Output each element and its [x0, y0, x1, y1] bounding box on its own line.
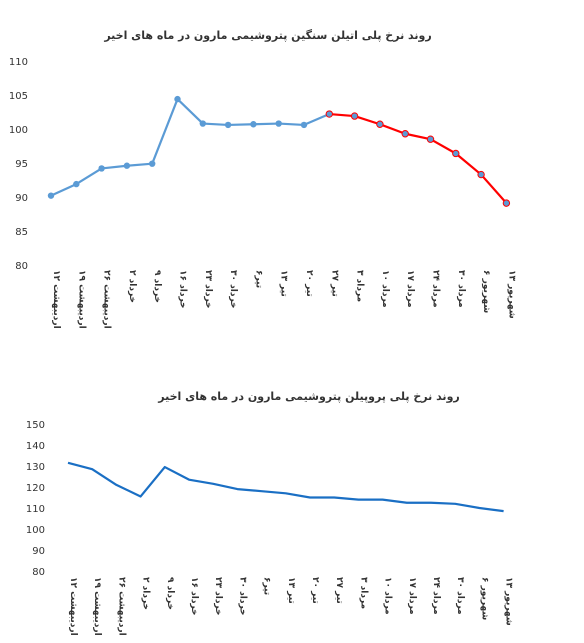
data-point — [199, 120, 206, 127]
x-tick-label: ۲۰ تیر — [310, 577, 320, 604]
data-point — [47, 192, 55, 199]
data-point — [174, 95, 181, 103]
y-tick-label: 100 — [9, 125, 28, 136]
series-line — [50, 97, 330, 197]
data-point — [325, 110, 333, 118]
data-point — [224, 121, 232, 129]
y-tick-label: 90 — [32, 546, 45, 557]
data-point — [275, 120, 282, 127]
x-tick-label: ۱۳ شهریور — [504, 577, 514, 626]
data-point — [477, 170, 485, 179]
x-tick-label: ۱۶ خرداد — [189, 577, 199, 616]
data-point — [401, 130, 409, 138]
x-tick-label: ۶تیر — [262, 577, 272, 595]
data-point — [300, 121, 308, 129]
series-line-highlight — [329, 112, 508, 204]
x-tick-label: ۱۳ تیر — [279, 270, 289, 297]
x-tick-label: ۲۶ اردیبهشت — [116, 577, 126, 636]
x-tick-label: ۱۷ مرداد — [407, 577, 417, 615]
y-tick-label: 100 — [26, 525, 45, 536]
x-tick-label: ۳۰ خرداد — [228, 270, 238, 309]
data-point — [250, 121, 257, 128]
x-tick-label: ۱۹ اردیبهشت — [76, 270, 86, 329]
data-point — [426, 135, 435, 143]
y-tick-label: 110 — [9, 57, 28, 68]
y-tick-label: 95 — [15, 159, 28, 170]
data-point — [149, 160, 156, 167]
x-tick-label: ۲۳ خرداد — [213, 577, 223, 616]
x-tick-label: ۱۲ اردیبهشت — [68, 577, 78, 636]
x-tick-label: ۱۲ اردیبهشت — [51, 270, 61, 329]
x-tick-label: ۲۶ اردیبهشت — [102, 270, 112, 329]
x-tick-label: ۱۹ اردیبهشت — [92, 577, 102, 636]
x-tick-label: ۳۰ مرداد — [456, 270, 466, 308]
x-tick-label: ۱۳ شهریور — [506, 270, 516, 319]
data-point — [73, 180, 80, 188]
series-line — [67, 461, 504, 513]
x-tick-label: ۱۳ تیر — [286, 577, 296, 604]
y-tick-label: 150 — [26, 420, 45, 431]
x-tick-label: ۶ شهریور — [479, 577, 489, 620]
chart-pp: روند نرخ پلی پروپیلن پتروشیمی مارون در م… — [26, 390, 514, 636]
x-tick-label: ۶ شهریور — [481, 270, 491, 313]
data-point — [98, 165, 105, 172]
x-tick-label: ۲ خرداد — [141, 577, 151, 610]
y-tick-label: 140 — [26, 441, 45, 452]
x-tick-label: ۲۷ تیر — [334, 577, 344, 604]
x-tick-label: ۶تیر — [253, 270, 263, 288]
x-tick-label: ۲۰ تیر — [304, 270, 314, 297]
y-tick-label: 80 — [32, 567, 45, 578]
data-point — [123, 162, 131, 169]
y-tick-label: 105 — [9, 91, 28, 102]
x-tick-label: ۱۰ مرداد — [380, 270, 390, 308]
data-point — [350, 112, 359, 120]
chart-title: روند نرخ پلی اتیلن سنگین پتروشیمی مارون … — [103, 29, 431, 42]
y-tick-label: 85 — [15, 227, 28, 238]
x-tick-label: ۳ مرداد — [355, 270, 365, 302]
data-point — [502, 199, 511, 207]
data-point — [452, 149, 460, 158]
x-tick-label: ۹ خرداد — [152, 270, 162, 303]
y-tick-label: 120 — [26, 483, 45, 494]
x-tick-label: ۱۷ مرداد — [405, 270, 415, 308]
y-tick-label: 90 — [15, 193, 28, 204]
x-tick-label: ۳ مرداد — [358, 577, 368, 609]
x-tick-label: ۱۰ مرداد — [383, 577, 393, 615]
x-tick-label: ۳۰ مرداد — [455, 577, 465, 615]
x-tick-label: ۹ خرداد — [165, 577, 175, 610]
y-tick-label: 80 — [15, 261, 28, 272]
x-tick-label: ۲۷ تیر — [329, 270, 339, 297]
x-tick-label: ۲۴ مرداد — [431, 577, 441, 615]
chart-hdpe: روند نرخ پلی اتیلن سنگین پتروشیمی مارون … — [9, 29, 516, 329]
y-tick-label: 110 — [26, 504, 45, 515]
x-tick-label: ۱۶ خرداد — [178, 270, 188, 309]
x-tick-label: ۲۳ خرداد — [203, 270, 213, 309]
x-tick-label: ۲۴ مرداد — [431, 270, 441, 308]
x-tick-label: ۲ خرداد — [127, 270, 137, 303]
y-tick-label: 130 — [26, 462, 45, 473]
x-tick-label: ۳۰ خرداد — [237, 577, 247, 616]
data-point — [376, 120, 384, 128]
chart-title: روند نرخ پلی پروپیلن پتروشیمی مارون در م… — [157, 390, 460, 403]
